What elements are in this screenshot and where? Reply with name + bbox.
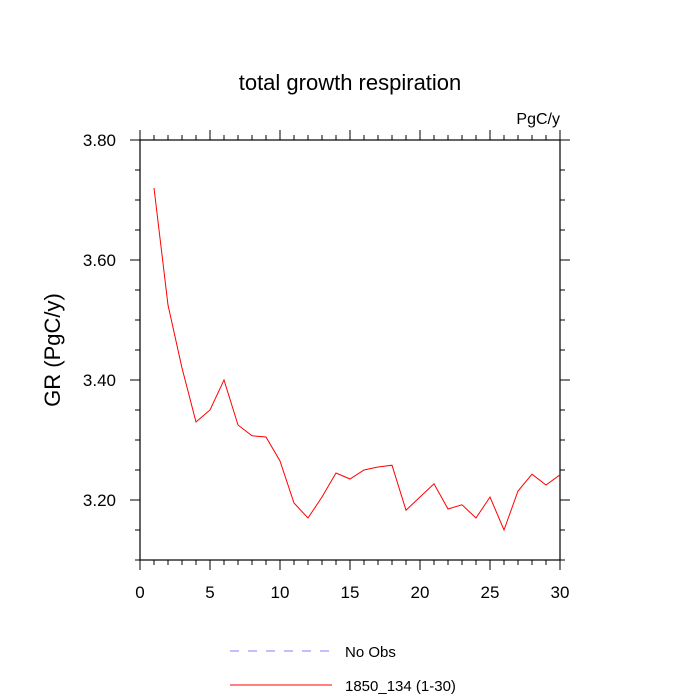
series-line (153, 187, 561, 532)
x-tick-label: 10 (271, 583, 290, 602)
y-tick-label: 3.80 (83, 131, 116, 150)
chart-title: total growth respiration (239, 70, 462, 95)
legend-label: 1850_134 (1-30) (345, 678, 456, 695)
legend: No Obs 1850_134 (1-30) (230, 644, 456, 695)
x-tick-label: 20 (411, 583, 430, 602)
x-tick-label: 30 (551, 583, 570, 602)
tick-labels: 0 5 10 15 20 25 30 3.20 3.40 3.60 3.80 (83, 131, 570, 602)
axis-ticks (130, 130, 570, 570)
y-tick-label: 3.20 (83, 491, 116, 510)
x-tick-label: 15 (341, 583, 360, 602)
x-tick-label: 25 (481, 583, 500, 602)
y-tick-label: 3.60 (83, 251, 116, 270)
y-axis-label: GR (PgC/y) (40, 293, 65, 407)
plot-frame (139, 139, 561, 561)
y-tick-label: 3.40 (83, 371, 116, 390)
x-tick-label: 5 (205, 583, 214, 602)
legend-label: No Obs (345, 644, 396, 661)
units-label: PgC/y (516, 111, 560, 128)
series-layer (153, 187, 561, 532)
x-tick-label: 0 (135, 583, 144, 602)
